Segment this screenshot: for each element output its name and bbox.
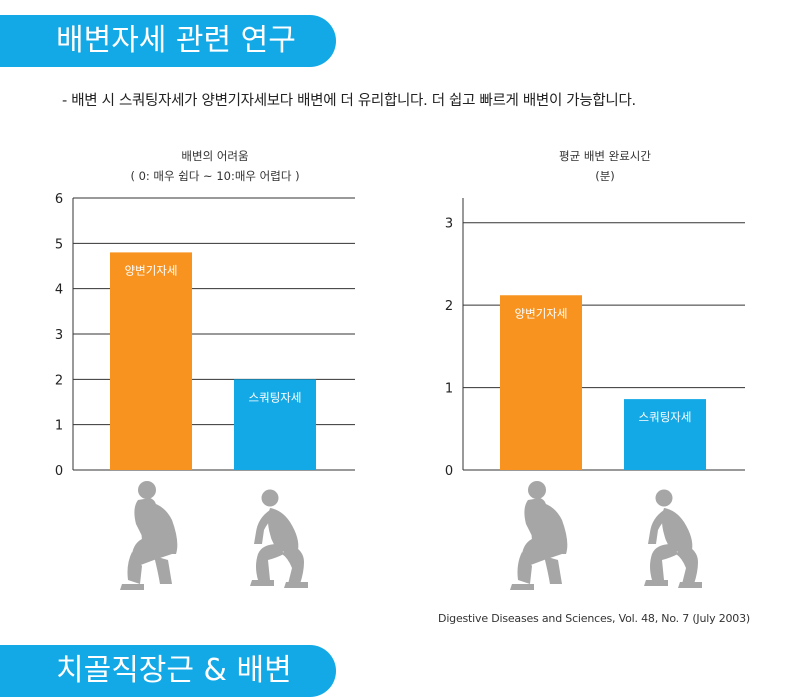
chart2-title-block: 평균 배변 완료시간 (분): [470, 146, 740, 186]
sitting-person-icon: [510, 481, 568, 590]
bar-label: 양변기자세: [125, 263, 178, 277]
bar-squat: [234, 379, 316, 470]
y-tick-label: 1: [55, 419, 63, 434]
study-summary: - 배변 시 스쿼팅자세가 양변기자세보다 배변에 더 유리합니다. 더 쉽고 …: [62, 93, 636, 109]
chart1-subtitle: ( 0: 매우 쉽다 ~ 10:매우 어렵다 ): [130, 169, 300, 183]
y-tick-label: 6: [55, 192, 63, 207]
squatting-person-icon: [250, 489, 308, 588]
sitting-person-icon: [120, 481, 178, 590]
y-tick-label: 4: [55, 283, 63, 298]
chart2-subtitle: (분): [595, 169, 615, 183]
bar-label: 스쿼팅자세: [639, 410, 692, 424]
bar-label: 양변기자세: [515, 306, 568, 320]
y-tick-label: 2: [55, 373, 63, 388]
chart2-title: 평균 배변 완료시간: [559, 149, 651, 163]
y-tick-label: 5: [55, 237, 63, 252]
section-banner-muscle: 치골직장근 & 배변: [0, 645, 336, 697]
citation: Digestive Diseases and Sciences, Vol. 48…: [438, 612, 750, 625]
section-title: 배변자세 관련 연구: [56, 23, 296, 58]
squatting-person-icon: [644, 489, 702, 588]
bar-label: 스쿼팅자세: [249, 390, 302, 404]
y-tick-label: 2: [445, 299, 453, 314]
y-tick-label: 3: [445, 217, 453, 232]
bar-toilet: [110, 252, 192, 470]
y-tick-label: 1: [445, 382, 453, 397]
y-tick-label: 3: [55, 328, 63, 343]
bar-squat: [624, 399, 706, 470]
section-banner-study: 배변자세 관련 연구: [0, 15, 336, 67]
section-title: 치골직장근 & 배변: [56, 653, 292, 688]
chart1-title-block: 배변의 어려움 ( 0: 매우 쉽다 ~ 10:매우 어렵다 ): [80, 146, 350, 186]
y-tick-label: 0: [55, 464, 63, 479]
y-tick-label: 0: [445, 464, 453, 479]
bar-toilet: [500, 295, 582, 470]
chart1-title: 배변의 어려움: [181, 149, 249, 163]
